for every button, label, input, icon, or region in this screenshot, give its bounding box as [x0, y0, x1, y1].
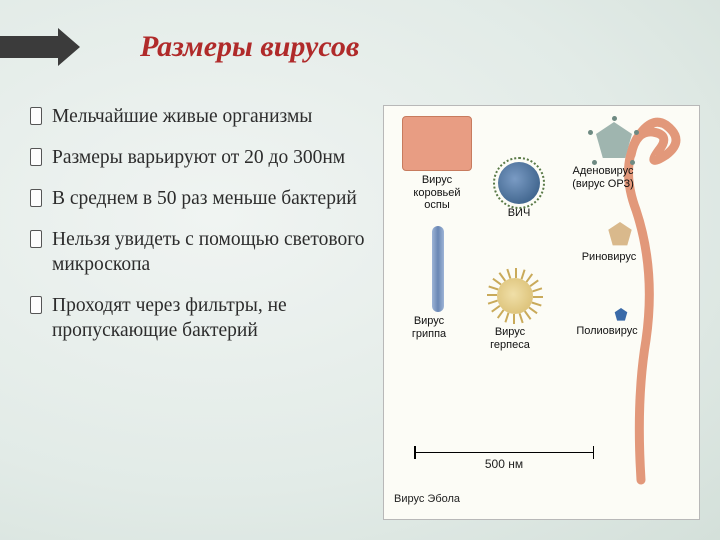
- bullet-marker-icon: [30, 107, 42, 125]
- bullet-item: В среднем в 50 раз меньше бактерий: [30, 187, 365, 212]
- virus-size-diagram: Вирус коровьей оспы ВИЧ Аденовирус (виру…: [383, 105, 700, 520]
- bullet-text: Нельзя увидеть с помощью светового микро…: [52, 229, 364, 275]
- bullet-marker-icon: [30, 230, 42, 248]
- scale-bar: 500 нм: [414, 452, 594, 472]
- poliovirus-shape-icon: [614, 308, 628, 322]
- bullet-marker-icon: [30, 296, 42, 314]
- scale-line-icon: [414, 452, 594, 454]
- slide-title: Размеры вирусов: [140, 30, 359, 64]
- rhinovirus-shape-icon: [607, 222, 633, 248]
- poliovirus-label: Полиовирус: [572, 325, 642, 338]
- cowpox-label: Вирус коровьей оспы: [402, 174, 472, 212]
- bullet-item: Размеры варьируют от 20 до 300нм: [30, 146, 365, 171]
- cowpox-virus: Вирус коровьей оспы: [402, 116, 472, 212]
- rhinovirus-label: Риновирус: [574, 251, 644, 264]
- bullet-item: Нельзя увидеть с помощью светового микро…: [30, 228, 365, 278]
- cowpox-shape-icon: [402, 116, 472, 171]
- title-arrow-decoration: [0, 28, 90, 66]
- ebola-label: Вирус Эбола: [394, 493, 460, 505]
- adenovirus: Аденовирус (вирус ОРЗ): [582, 122, 646, 190]
- scale-label: 500 нм: [414, 457, 594, 471]
- bullet-item: Проходят через фильтры, не пропускающие …: [30, 294, 365, 344]
- bullet-text: Размеры варьируют от 20 до 300нм: [52, 147, 345, 168]
- adenovirus-label: Аденовирус (вирус ОРЗ): [560, 165, 646, 190]
- bullet-marker-icon: [30, 189, 42, 207]
- bullet-text: Мельчайшие живые организмы: [52, 106, 312, 127]
- bullet-text: В среднем в 50 раз меньше бактерий: [52, 188, 357, 209]
- bullet-marker-icon: [30, 148, 42, 166]
- herpes-label: Вирус герпеса: [482, 326, 538, 351]
- hiv-virus: ВИЧ: [498, 162, 540, 220]
- hiv-shape-icon: [498, 162, 540, 204]
- flu-virus: Вирус гриппа: [422, 226, 454, 340]
- herpes-virus: Вирус герпеса: [492, 278, 538, 351]
- poliovirus: Полиовирус: [600, 308, 642, 338]
- bullet-text: Проходят через фильтры, не пропускающие …: [52, 295, 287, 341]
- adenovirus-shape-icon: [594, 122, 634, 162]
- rhinovirus: Риновирус: [596, 222, 644, 264]
- bullet-item: Мельчайшие живые организмы: [30, 105, 365, 130]
- flu-shape-icon: [432, 226, 444, 312]
- flu-label: Вирус гриппа: [404, 315, 454, 340]
- bullet-list: Мельчайшие живые организмы Размеры варьи…: [30, 105, 365, 520]
